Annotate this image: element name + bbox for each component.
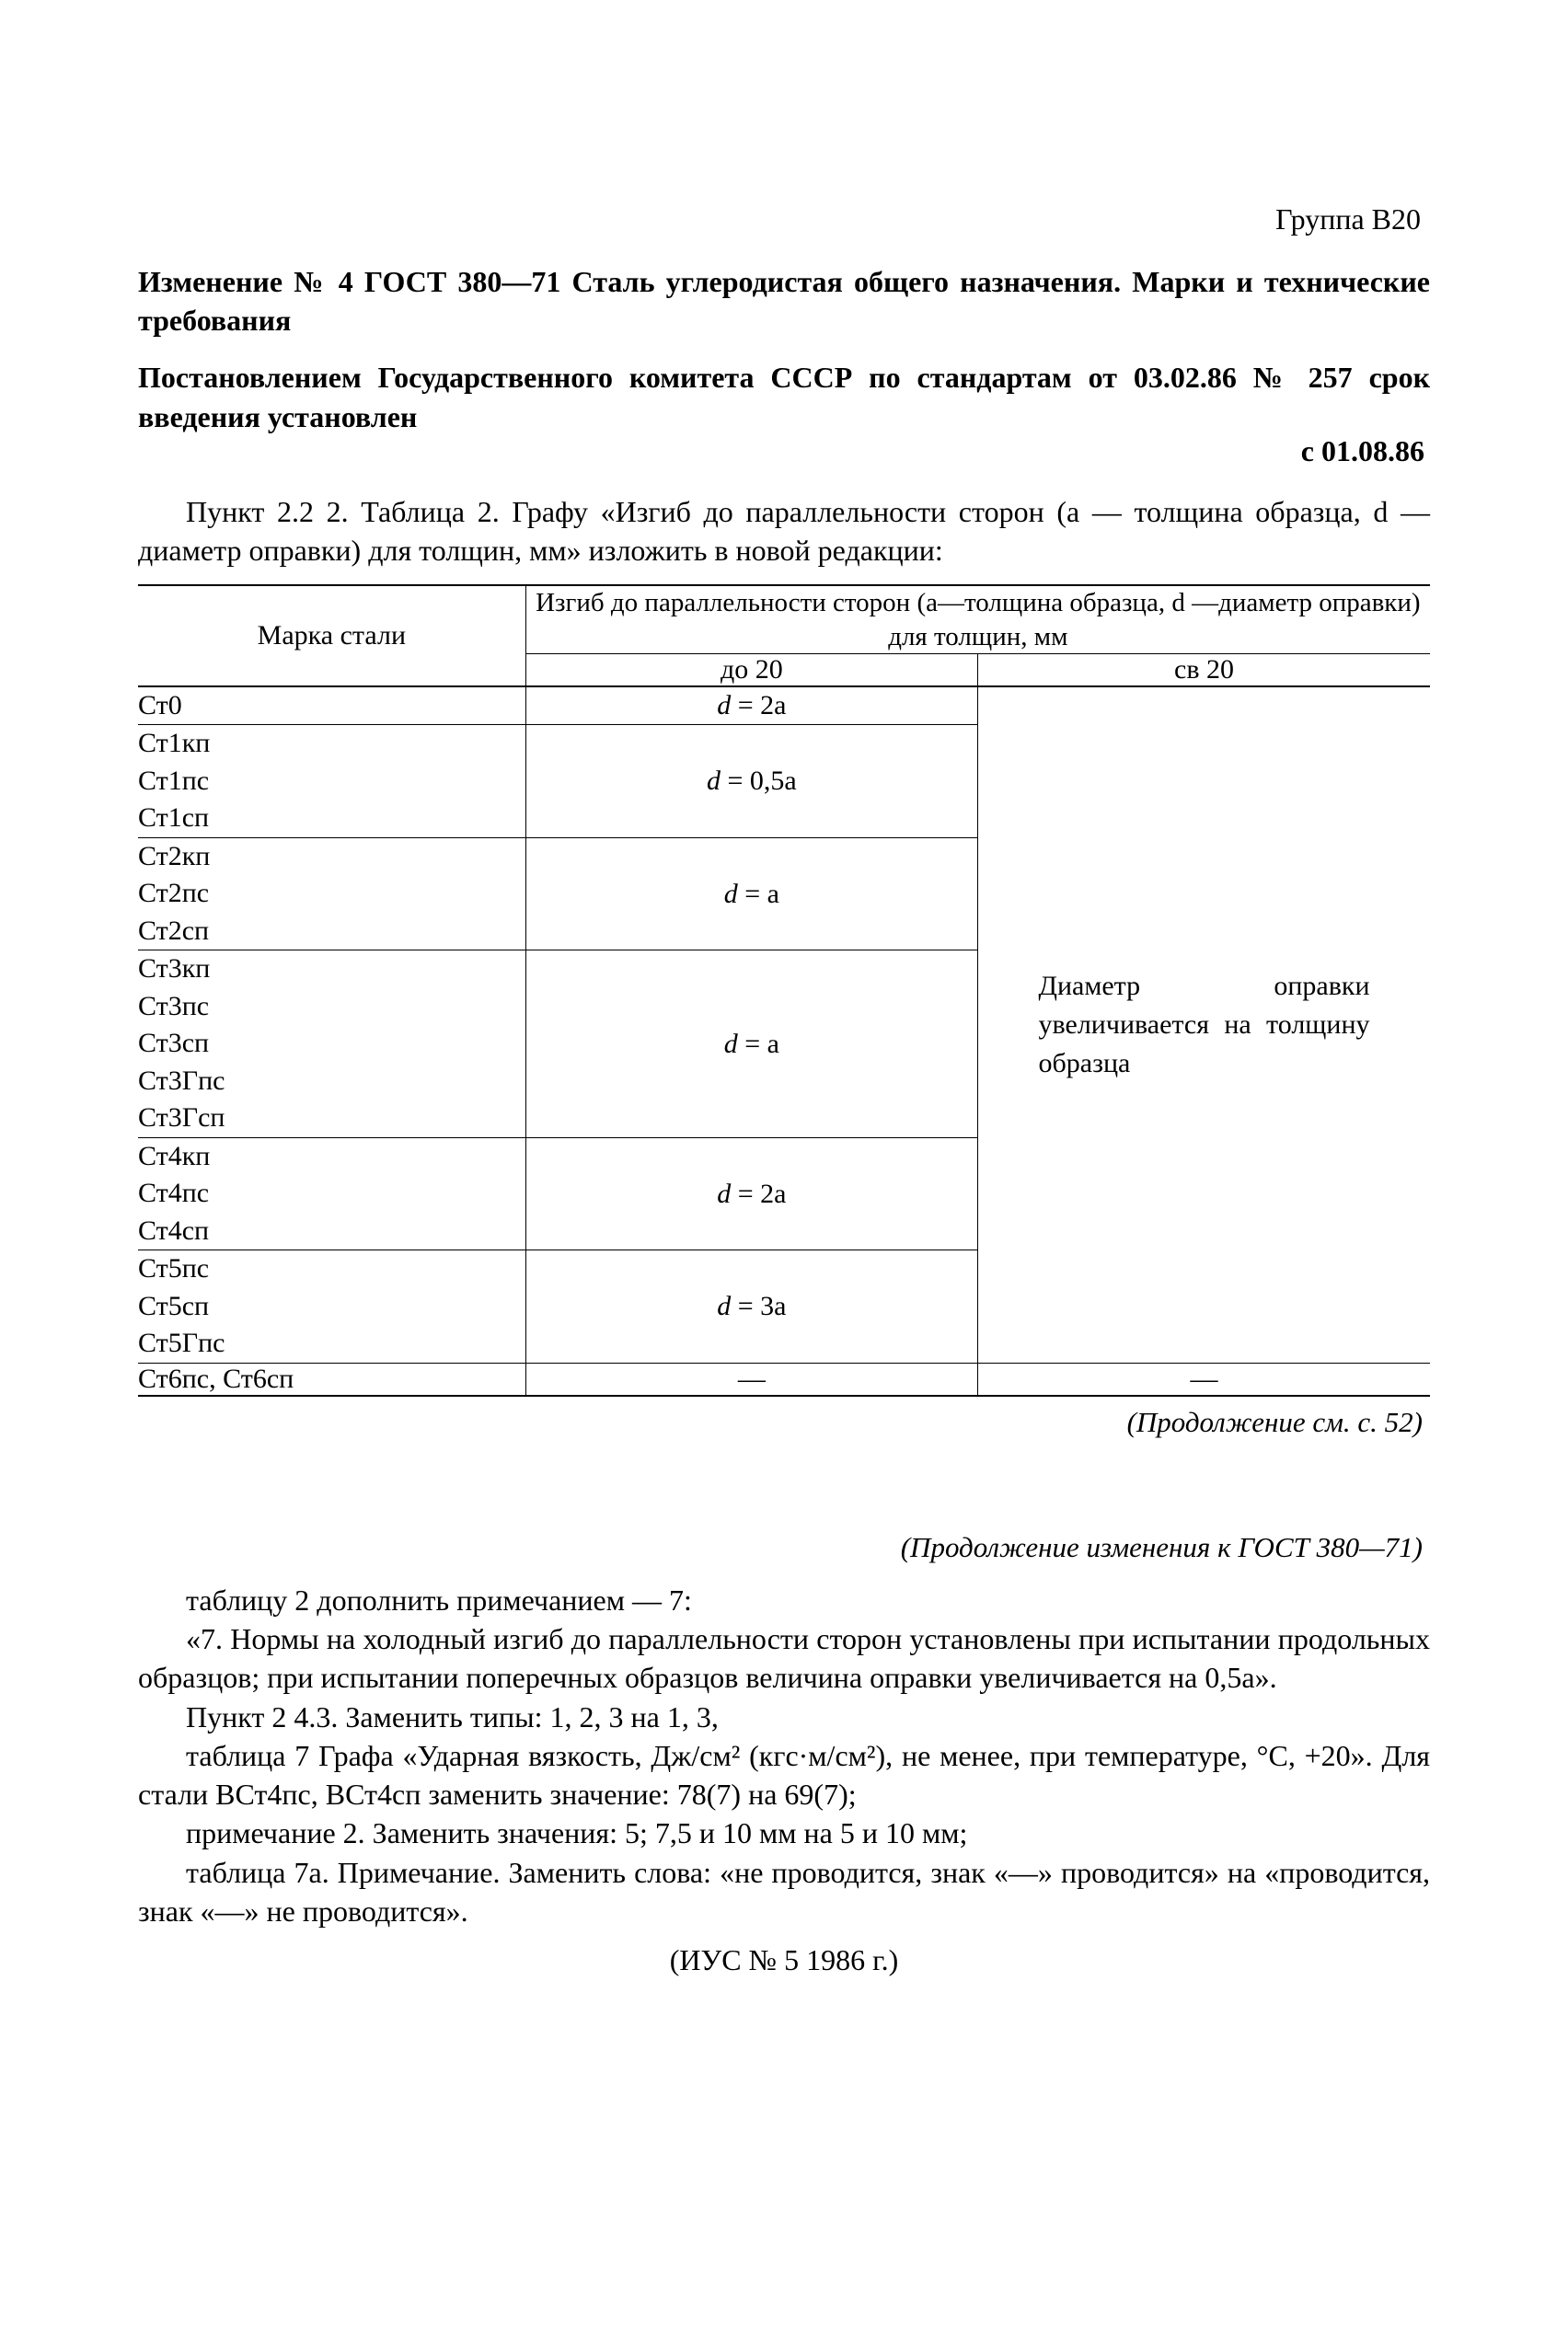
value-cell: d = a [525,950,977,1138]
grade-cell: Ст1кпСт1псСт1сп [138,725,525,838]
grade-cell: Ст4кпСт4псСт4сп [138,1137,525,1250]
document-title: Изменение № 4 ГОСТ 380—71 Сталь углероди… [138,262,1430,340]
value-cell: — [525,1363,977,1396]
grade-cell: Ст6пс, Ст6сп [138,1363,525,1396]
continuation-note: (Продолжение см. с. 52) [138,1406,1430,1439]
body-paragraph: «7. Нормы на холодный изгиб до параллель… [138,1619,1430,1697]
body-paragraph: таблица 7a. Примечание. Заменить слова: … [138,1853,1430,1930]
value-cell: d = 2a [525,1137,977,1250]
source-footer: (ИУС № 5 1986 г.) [138,1943,1430,1977]
table-row: Ст0 d = 2a Диаметр оправки увеличивается… [138,686,1430,725]
grade-cell: Ст5псСт5спСт5Гпс [138,1250,525,1364]
grade-cell: Ст0 [138,686,525,725]
table-row-last: Ст6пс, Ст6сп — — [138,1363,1430,1396]
decree-line: Постановлением Государственного комитета… [138,358,1430,435]
body-paragraph: таблица 7 Графа «Ударная вязкость, Дж/см… [138,1736,1430,1814]
section-continuation: (Продолжение изменения к ГОСТ 380—71) [138,1531,1430,1564]
bend-table: Марка стали Изгиб до параллельности стор… [138,584,1430,1397]
body-paragraph: таблицу 2 дополнить примечанием — 7: [138,1581,1430,1619]
body-paragraph: примечание 2. Заменить значения: 5; 7,5 … [138,1814,1430,1852]
value-cell: d = 2a [525,686,977,725]
value-cell: d = a [525,837,977,950]
grade-cell: Ст2кпСт2псСт2сп [138,837,525,950]
effective-date: с 01.08.86 [138,434,1430,468]
body-paragraph: Пункт 2 4.3. Заменить типы: 1, 2, 3 на 1… [138,1698,1430,1736]
intro-paragraph: Пункт 2.2 2. Таблица 2. Графу «Изгиб до … [138,492,1430,570]
value-cell: d = 3a [525,1250,977,1364]
document-page: Группа В20 Изменение № 4 ГОСТ 380—71 Ста… [0,0,1568,2338]
value-cell: d = 0,5a [525,725,977,838]
grade-cell: Ст3кпСт3псСт3спСт3ГпсСт3Гсп [138,950,525,1138]
table-subheader-left: до 20 [525,653,977,686]
table-subheader-right: св 20 [978,653,1430,686]
span-note-cell: Диаметр оправки увеличивается на толщину… [978,686,1430,1364]
table-header-grade: Марка стали [138,585,525,686]
value-cell: — [978,1363,1430,1396]
group-label: Группа В20 [138,202,1430,236]
table-header-bend: Изгиб до параллельности сторон (a—толщин… [525,585,1430,653]
